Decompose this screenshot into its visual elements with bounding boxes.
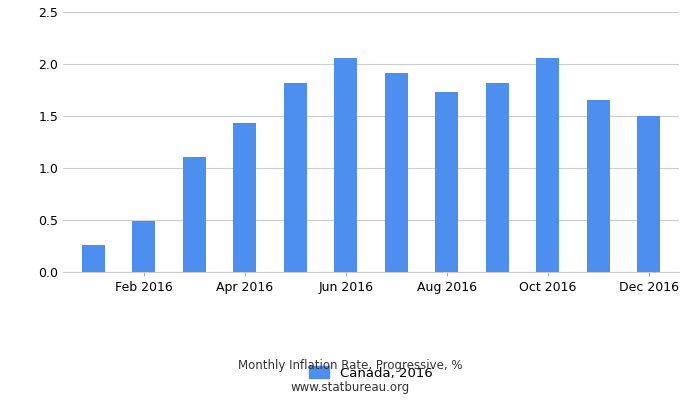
Bar bbox=[587, 100, 610, 272]
Text: Monthly Inflation Rate, Progressive, %: Monthly Inflation Rate, Progressive, % bbox=[238, 360, 462, 372]
Bar bbox=[536, 58, 559, 272]
Bar bbox=[284, 83, 307, 272]
Bar bbox=[335, 58, 357, 272]
Bar bbox=[233, 123, 256, 272]
Bar bbox=[637, 116, 660, 272]
Bar bbox=[435, 92, 458, 272]
Bar bbox=[385, 73, 407, 272]
Legend: Canada, 2016: Canada, 2016 bbox=[309, 366, 433, 380]
Bar bbox=[183, 156, 206, 272]
Bar bbox=[82, 245, 105, 272]
Bar bbox=[486, 83, 509, 272]
Bar bbox=[132, 221, 155, 272]
Text: www.statbureau.org: www.statbureau.org bbox=[290, 382, 410, 394]
